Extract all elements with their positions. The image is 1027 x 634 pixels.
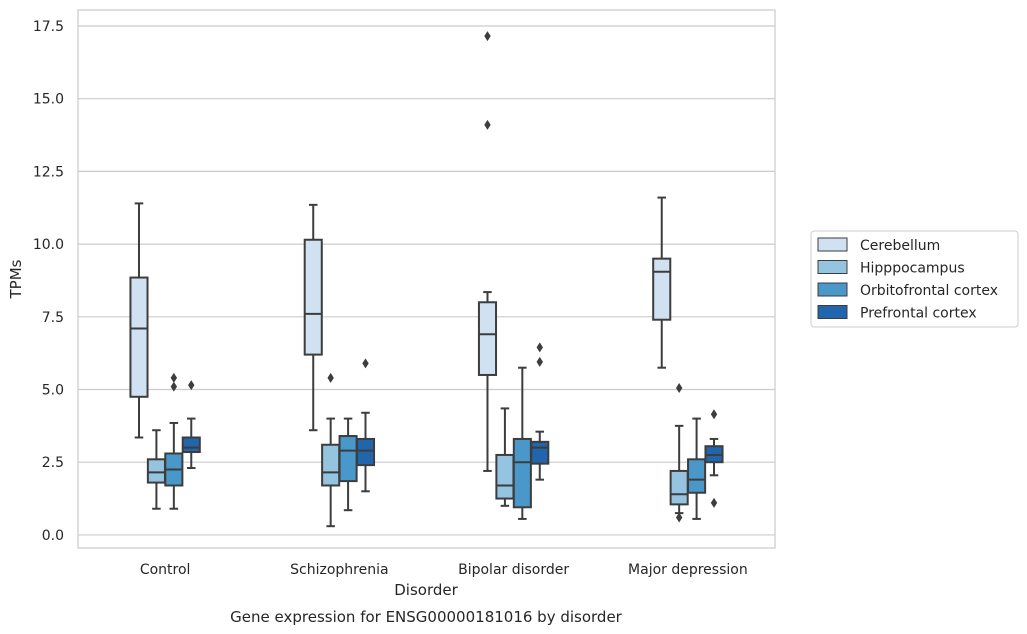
outlier-point <box>536 356 543 367</box>
box-body <box>303 238 323 356</box>
y-tick-label: 10.0 <box>33 237 64 253</box>
box-body <box>146 458 166 484</box>
x-tick-label: Major depression <box>628 562 748 578</box>
outlier-point <box>170 372 178 383</box>
box-hipppocampus <box>495 407 515 507</box>
legend: Cerebellum Hipppocampus Orbitofrontal cort… <box>810 230 1019 328</box>
box-orbitofrontal-cortex <box>512 366 532 520</box>
box-cerebellum <box>477 31 498 472</box>
outlier-point <box>170 381 178 392</box>
legend-label: Hipppocampus <box>860 261 965 277</box>
x-tick-labels: Control Schizophrenia Bipolar disorder Majo… <box>140 562 748 578</box>
outlier-point <box>484 119 491 130</box>
box-orbitofrontal-cortex <box>687 417 707 520</box>
legend-swatch <box>817 305 848 319</box>
box-cerebellum <box>303 203 323 432</box>
box-prefrontal-cortex <box>355 358 376 493</box>
box-body <box>669 469 689 506</box>
box-body <box>512 437 532 509</box>
box-orbitofrontal-cortex <box>164 372 184 510</box>
box-body <box>495 453 515 500</box>
x-axis-label: Disorder <box>394 581 458 599</box>
box-cerebellum <box>129 202 149 439</box>
box-body <box>687 458 707 494</box>
y-tick-label: 17.5 <box>33 19 64 35</box>
outlier-point <box>710 409 718 420</box>
outlier-point <box>710 497 718 508</box>
outlier-point <box>484 31 491 42</box>
legend-label: Orbitofrontal cortex <box>860 283 998 299</box>
box-body <box>321 443 341 487</box>
box-body <box>652 257 672 321</box>
box-body <box>338 435 358 483</box>
outlier-point <box>536 342 543 353</box>
x-tick-label: Schizophrenia <box>290 562 388 578</box>
legend-label: Prefrontal cortex <box>860 306 977 322</box>
outlier-point <box>362 358 369 369</box>
box-body <box>355 437 376 467</box>
plot-data <box>129 31 724 528</box>
legend-frame <box>810 230 1019 328</box>
y-tick-label: 0.0 <box>42 528 64 544</box>
y-tick-label: 7.5 <box>42 310 64 326</box>
outlier-point <box>675 512 683 523</box>
box-prefrontal-cortex <box>181 380 201 470</box>
y-tick-labels: 0.0 2.5 5.0 7.5 10.0 12.5 15.0 17.5 <box>33 19 64 544</box>
legend-swatch <box>817 237 848 252</box>
outlier-point <box>327 372 334 383</box>
y-axis-label: TPMs <box>7 259 25 299</box>
outlier-point <box>675 383 683 394</box>
legend-swatch <box>817 260 848 274</box>
box-hipppocampus <box>321 372 341 528</box>
box-orbitofrontal-cortex <box>338 417 358 512</box>
box-body <box>129 276 149 398</box>
x-tick-label: Control <box>140 562 191 578</box>
legend-swatch <box>817 282 848 297</box>
y-tick-label: 2.5 <box>42 455 64 471</box>
plot-frame <box>77 9 776 549</box>
y-tick-label: 15.0 <box>33 92 64 108</box>
box-body <box>181 436 201 454</box>
outlier-point <box>188 380 195 391</box>
y-tick-label: 5.0 <box>42 383 64 399</box>
y-tick-label: 12.5 <box>33 164 64 180</box>
box-body <box>530 440 550 465</box>
box-prefrontal-cortex <box>530 342 550 481</box>
box-hipppocampus <box>669 383 689 523</box>
box-prefrontal-cortex <box>704 409 724 508</box>
grid-lines <box>78 25 775 536</box>
box-body <box>477 301 498 376</box>
chart-caption: Gene expression for ENSG00000181016 by d… <box>230 608 623 626</box>
legend-label: Cerebellum <box>860 238 940 254</box>
box-hipppocampus <box>146 429 166 510</box>
x-tick-label: Bipolar disorder <box>458 562 569 578</box>
box-cerebellum <box>652 196 672 369</box>
